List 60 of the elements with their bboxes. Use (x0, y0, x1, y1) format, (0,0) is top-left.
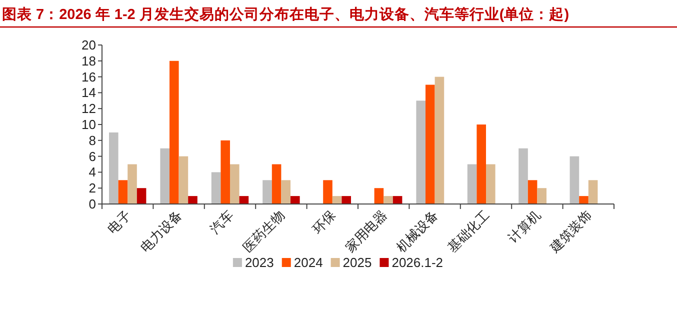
x-tick-label: 基础化工 (444, 208, 492, 255)
bar (239, 196, 249, 204)
bar (178, 156, 188, 204)
bar (220, 140, 230, 204)
bar (332, 196, 342, 204)
y-tick-label: 0 (88, 196, 96, 212)
x-tick-label: 机械设备 (394, 208, 441, 255)
y-tick-label: 8 (88, 132, 96, 148)
bar (570, 156, 580, 204)
bar (118, 180, 128, 204)
y-tick-label: 14 (82, 85, 96, 100)
x-tick-label: 计算机 (505, 208, 544, 246)
legend-label: 2025 (342, 255, 372, 270)
bar (170, 60, 179, 204)
bar (476, 124, 486, 204)
bar (579, 196, 588, 204)
bar (136, 188, 146, 204)
bar (262, 180, 272, 204)
bar (272, 164, 282, 204)
x-tick-label: 电力设备 (138, 208, 185, 255)
bar (537, 188, 546, 204)
bar (588, 180, 598, 204)
bar (392, 196, 402, 204)
bar (384, 196, 393, 204)
x-tick-label: 家用电器 (342, 208, 390, 255)
x-tick-label: 医药生物 (240, 208, 288, 255)
legend-label: 2023 (244, 255, 274, 270)
bar (467, 164, 477, 204)
x-tick-label: 电子 (104, 208, 134, 237)
bar (160, 148, 170, 204)
y-tick-label: 16 (82, 69, 96, 84)
x-tick-label: 汽车 (207, 208, 236, 237)
bar (128, 164, 137, 204)
bar (426, 84, 435, 204)
legend-label: 2026.1-2 (392, 255, 444, 270)
x-tick-label: 建筑装饰 (546, 208, 595, 256)
bar (486, 164, 496, 204)
bar (374, 188, 384, 204)
bar (281, 180, 290, 204)
bar (290, 196, 300, 204)
bar (109, 132, 118, 204)
bar (342, 196, 351, 204)
bar (528, 180, 538, 204)
legend-label: 2024 (294, 255, 323, 270)
chart-title: 图表 7：2026 年 1-2 月发生交易的公司分布在电子、电力设备、汽车等行业(单位：起) (2, 5, 570, 23)
bar (518, 148, 528, 204)
y-tick-label: 10 (82, 117, 96, 132)
y-tick-label: 4 (88, 164, 96, 180)
bar (230, 164, 240, 204)
y-tick-label: 18 (82, 53, 96, 68)
y-tick-label: 2 (88, 180, 96, 196)
bar (416, 100, 426, 204)
y-tick-label: 12 (82, 101, 96, 116)
bar (323, 180, 332, 204)
y-tick-label: 20 (82, 38, 96, 52)
bar (211, 172, 221, 204)
y-tick-label: 6 (88, 148, 96, 164)
bar (434, 76, 444, 204)
x-tick-label: 环保 (310, 208, 339, 237)
bar (188, 196, 198, 204)
